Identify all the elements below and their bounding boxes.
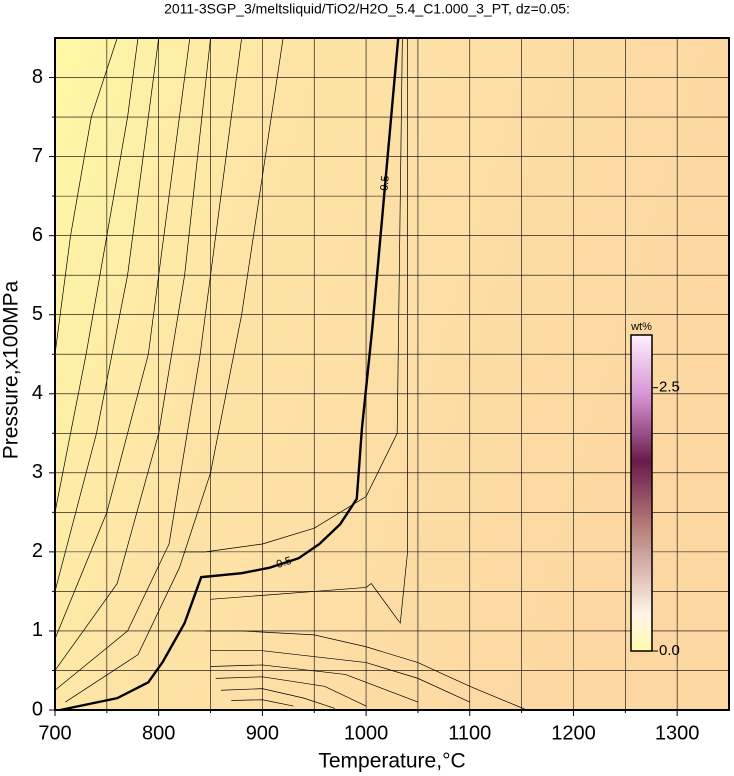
contour-line — [65, 37, 284, 703]
colorbar-label: wt% — [630, 321, 652, 333]
y-tick-label: 0 — [32, 698, 43, 720]
contour-line — [59, 37, 400, 712]
y-tick-label: 1 — [32, 619, 43, 641]
y-axis-label: Pressure,x100MPa — [0, 280, 23, 459]
contour-label: 0.5 — [275, 555, 293, 571]
y-tick-label: 8 — [32, 66, 43, 88]
y-tick-label: 6 — [32, 224, 43, 246]
contour-line — [205, 630, 527, 711]
colorbar-tick-label: 2.5 — [659, 379, 680, 396]
y-tick-label: 4 — [32, 382, 43, 404]
x-tick-label: 900 — [246, 722, 279, 744]
contour-line — [210, 38, 408, 624]
x-tick-label: 800 — [142, 722, 175, 744]
colorbar — [630, 334, 653, 652]
chart-title: 2011-3SGP_3/meltsliquid/TiO2/H2O_5.4_C1.… — [164, 1, 570, 17]
y-tick-label: 2 — [32, 540, 43, 562]
contour-line — [54, 37, 211, 671]
plot-frame — [54, 37, 730, 711]
contour-line — [231, 699, 294, 707]
contour-line — [54, 37, 160, 592]
contour-line — [210, 650, 470, 703]
y-tick-label: 3 — [32, 461, 43, 483]
colorbar-tick-label: 0.0 — [659, 642, 680, 659]
x-tick-label: 1200 — [551, 722, 596, 744]
contour-line — [179, 37, 403, 553]
contour-line — [54, 37, 191, 639]
contour-line — [54, 37, 139, 513]
x-axis-label: Temperature,°C — [318, 750, 465, 773]
contour-line — [210, 664, 419, 703]
contour-line — [54, 37, 118, 355]
plot-background — [55, 38, 729, 710]
contour-line — [215, 676, 367, 707]
y-tick-label: 5 — [32, 303, 43, 325]
y-tick-label: 7 — [32, 145, 43, 167]
contour-label: 0.5 — [379, 175, 392, 191]
x-tick-label: 1000 — [344, 722, 389, 744]
contour-line — [54, 37, 242, 691]
x-tick-label: 1300 — [655, 722, 700, 744]
x-tick-label: 700 — [38, 722, 71, 744]
contour-line — [220, 688, 336, 709]
x-tick-label: 1100 — [448, 722, 491, 744]
